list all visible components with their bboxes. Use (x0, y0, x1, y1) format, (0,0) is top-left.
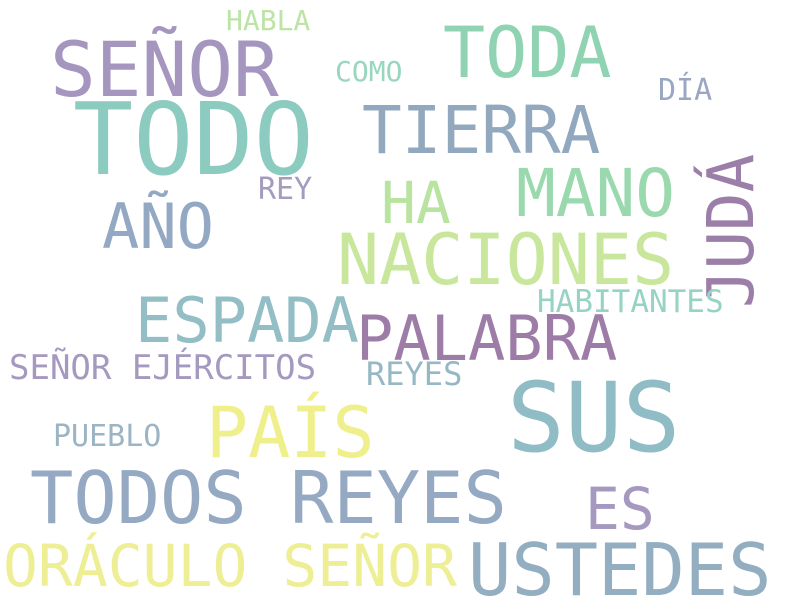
word-toda: TODA (443, 12, 612, 94)
word-naciones: NACIONES (337, 219, 675, 301)
word-sus: SUS (507, 362, 681, 474)
word-senor-ejercitos: SEÑOR EJÉRCITOS (9, 348, 317, 388)
word-dia: DÍA (658, 73, 713, 108)
word-pueblo: PUEBLO (53, 419, 162, 454)
word-habla: HABLA (226, 4, 311, 37)
word-ano: AÑO (102, 190, 214, 263)
word-senor: SEÑOR (50, 25, 279, 114)
word-todos-reyes: TODOS REYES (30, 456, 507, 540)
word-habitantes: HABITANTES (537, 284, 724, 320)
word-es: ES (585, 475, 655, 543)
word-pais: PAÍS (206, 392, 375, 474)
word-oraculo-senor: ORÁCULO SEÑOR (3, 532, 457, 600)
word-ustedes: USTEDES (468, 528, 772, 600)
word-mano: MANO (516, 155, 675, 232)
word-palabra: PALABRA (356, 302, 618, 375)
word-espada: ESPADA (135, 284, 359, 357)
word-tierra: TIERRA (362, 92, 601, 169)
word-reyes-small: REYES (366, 355, 463, 393)
word-ha: HA (381, 169, 451, 237)
word-como: COMO (335, 55, 403, 88)
word-rey: REY (258, 172, 313, 207)
word-todo: TODO (73, 81, 314, 198)
